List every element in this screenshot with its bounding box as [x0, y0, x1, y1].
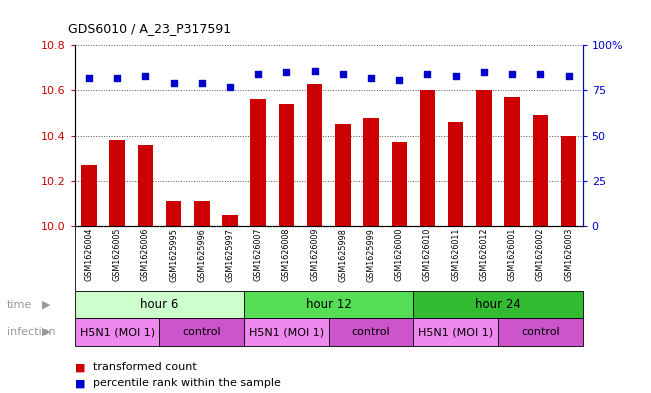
Point — [140, 73, 150, 79]
Text: ▶: ▶ — [42, 327, 51, 337]
Point — [281, 69, 292, 75]
Point — [112, 75, 122, 81]
Text: GSM1626012: GSM1626012 — [479, 228, 488, 281]
Text: GSM1626006: GSM1626006 — [141, 228, 150, 281]
Bar — [329, 318, 413, 346]
Text: GSM1625996: GSM1625996 — [197, 228, 206, 282]
Bar — [561, 136, 576, 226]
Bar — [75, 318, 159, 346]
Bar — [505, 97, 520, 226]
Point — [225, 84, 235, 90]
Point — [309, 67, 320, 73]
Text: transformed count: transformed count — [93, 362, 197, 373]
Text: control: control — [352, 327, 391, 337]
Text: ▶: ▶ — [42, 299, 51, 310]
Bar — [137, 145, 153, 226]
Text: H5N1 (MOI 1): H5N1 (MOI 1) — [418, 327, 493, 337]
Text: GSM1626003: GSM1626003 — [564, 228, 573, 281]
Bar — [448, 122, 464, 226]
Text: GSM1626001: GSM1626001 — [508, 228, 517, 281]
Point — [84, 75, 94, 81]
Text: GSM1626005: GSM1626005 — [113, 228, 122, 281]
Bar — [251, 99, 266, 226]
Text: GSM1626002: GSM1626002 — [536, 228, 545, 281]
Bar — [279, 104, 294, 226]
Text: hour 12: hour 12 — [306, 298, 352, 311]
Bar — [307, 84, 322, 226]
Bar — [391, 142, 407, 226]
Point — [394, 76, 404, 83]
Point — [422, 71, 433, 77]
Bar — [159, 318, 244, 346]
Point — [563, 73, 574, 79]
Text: GDS6010 / A_23_P317591: GDS6010 / A_23_P317591 — [68, 22, 232, 35]
Point — [450, 73, 461, 79]
Text: infection: infection — [7, 327, 55, 337]
Point — [169, 80, 179, 86]
Bar — [413, 318, 498, 346]
Text: GSM1626004: GSM1626004 — [85, 228, 94, 281]
Text: percentile rank within the sample: percentile rank within the sample — [93, 378, 281, 388]
Bar — [498, 318, 583, 346]
Bar — [81, 165, 97, 226]
Text: ■: ■ — [75, 362, 85, 373]
Text: GSM1625999: GSM1625999 — [367, 228, 376, 282]
Text: GSM1626008: GSM1626008 — [282, 228, 291, 281]
Text: control: control — [521, 327, 560, 337]
Bar — [244, 291, 413, 318]
Bar — [222, 215, 238, 226]
Text: H5N1 (MOI 1): H5N1 (MOI 1) — [79, 327, 155, 337]
Bar — [244, 318, 329, 346]
Bar — [194, 201, 210, 226]
Text: GSM1626009: GSM1626009 — [310, 228, 319, 281]
Text: ■: ■ — [75, 378, 85, 388]
Bar — [166, 201, 182, 226]
Bar — [476, 90, 492, 226]
Bar — [420, 90, 436, 226]
Text: H5N1 (MOI 1): H5N1 (MOI 1) — [249, 327, 324, 337]
Point — [253, 71, 264, 77]
Point — [338, 71, 348, 77]
Bar — [413, 291, 583, 318]
Bar — [363, 118, 379, 226]
Bar — [75, 291, 244, 318]
Text: GSM1625995: GSM1625995 — [169, 228, 178, 282]
Point — [197, 80, 207, 86]
Bar — [335, 124, 351, 226]
Text: GSM1626000: GSM1626000 — [395, 228, 404, 281]
Text: GSM1626010: GSM1626010 — [423, 228, 432, 281]
Text: GSM1625997: GSM1625997 — [225, 228, 234, 282]
Point — [478, 69, 489, 75]
Text: GSM1626007: GSM1626007 — [254, 228, 263, 281]
Text: hour 24: hour 24 — [475, 298, 521, 311]
Text: control: control — [182, 327, 221, 337]
Bar — [533, 115, 548, 226]
Point — [366, 75, 376, 81]
Point — [535, 71, 546, 77]
Text: GSM1626011: GSM1626011 — [451, 228, 460, 281]
Bar — [109, 140, 125, 226]
Text: hour 6: hour 6 — [141, 298, 178, 311]
Text: time: time — [7, 299, 32, 310]
Point — [507, 71, 518, 77]
Text: GSM1625998: GSM1625998 — [339, 228, 348, 282]
